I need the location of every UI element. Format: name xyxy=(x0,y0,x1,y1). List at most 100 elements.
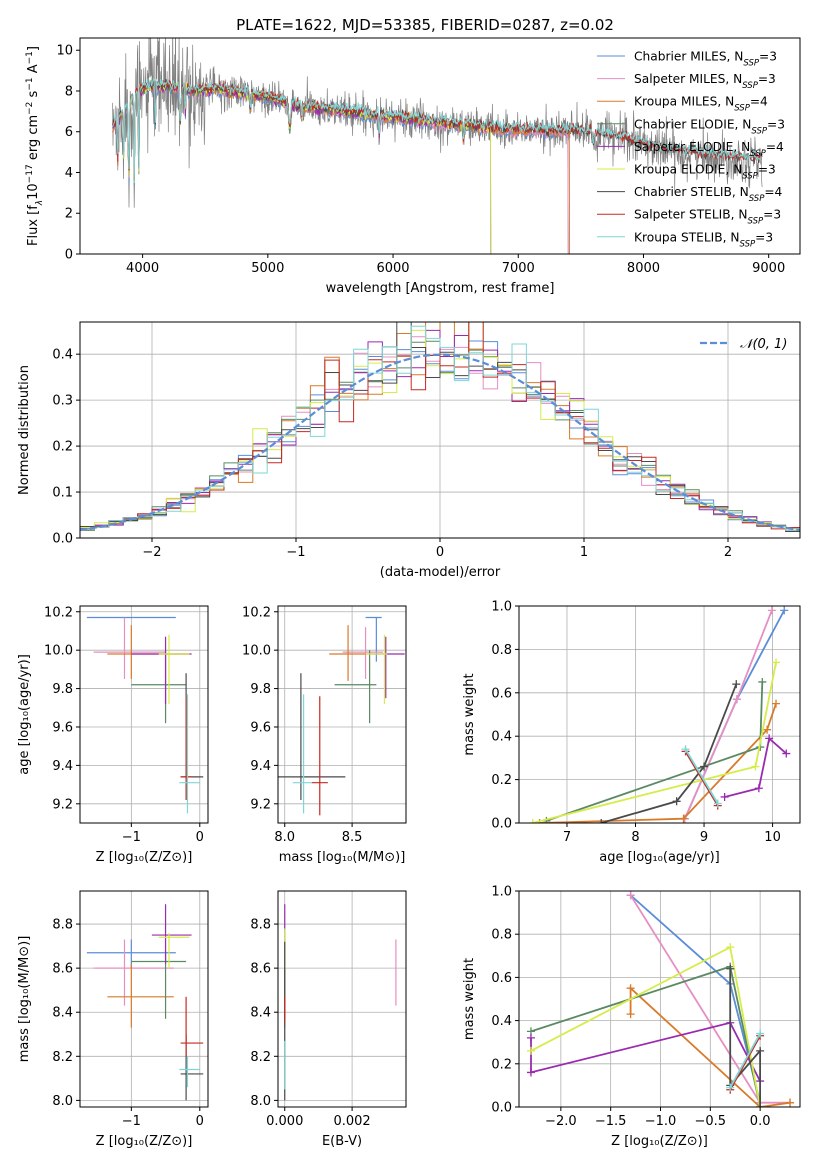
x-tick-label: −2 xyxy=(142,545,161,560)
axes-frame xyxy=(518,890,801,1108)
x-axis-label: Z [log₁₀(Z/Z⊙)] xyxy=(611,1134,708,1149)
point-chabrier-miles xyxy=(86,939,176,969)
y-axis-label-part: −2 xyxy=(25,102,35,115)
x-tick-label: 8000 xyxy=(627,261,660,276)
y-tick-label: 0.0 xyxy=(491,1101,512,1116)
legend-label-sub: SSP xyxy=(734,104,750,114)
figure-title: PLATE=1622, MJD=53385, FIBERID=0287, z=0… xyxy=(236,16,614,34)
series-line xyxy=(530,1021,761,1082)
y-tick-label: 8.4 xyxy=(52,1006,73,1021)
point-marker xyxy=(726,964,735,973)
x-axis-label: Z [log₁₀(Z/Z⊙)] xyxy=(96,850,193,865)
y-tick-label: 1.0 xyxy=(491,600,512,615)
x-tick-label: 6000 xyxy=(376,261,409,276)
legend-label-kroupa-elodie: Kroupa ELODIE, NSSP=3 xyxy=(634,163,776,182)
legend-label-text: Kroupa MILES, N xyxy=(634,95,734,109)
point-marker xyxy=(765,734,774,743)
legend-label-rest: =3 xyxy=(755,230,773,244)
point-marker xyxy=(679,814,688,823)
normal-curve xyxy=(80,353,800,531)
legend-label-text: Chabrier MILES, N xyxy=(634,50,743,64)
x-tick-label: −1 xyxy=(122,1114,141,1129)
y-tick-label: 0.8 xyxy=(491,643,512,658)
legend-label-text: Chabrier STELIB, N xyxy=(634,185,749,199)
y-tick-label: 9.2 xyxy=(52,797,73,812)
legend-label-rest: =3 xyxy=(767,117,785,131)
x-tick-label: 8.0 xyxy=(274,830,295,845)
y-tick-label: 8.4 xyxy=(250,1006,271,1021)
y-axis-label-part: Flux [f xyxy=(26,205,41,246)
point-marker xyxy=(526,1033,535,1042)
point-marker xyxy=(758,677,767,686)
panels: 4000 5000 6000 7000 8000 90000246810wavelengt… xyxy=(17,37,801,1149)
y-tick-label: 0.2 xyxy=(491,1057,512,1072)
point-kroupa-stelib xyxy=(292,694,312,814)
plot-area xyxy=(528,606,791,823)
legend-label-text: Salpeter ELODIE, N xyxy=(634,140,750,154)
legend-label-sub: SSP xyxy=(750,149,766,159)
legend-label-salpeter-stelib: Salpeter STELIB, NSSP=3 xyxy=(634,208,781,227)
y-tick-label: 9.6 xyxy=(250,720,271,735)
y-tick-label: 0.4 xyxy=(491,730,512,745)
grid xyxy=(278,606,406,823)
point-marker xyxy=(672,797,681,806)
x-tick-label: 8.5 xyxy=(342,830,363,845)
x-axis-label: Z [log₁₀(Z/Z⊙)] xyxy=(96,1134,193,1149)
y-tick-label: 0.6 xyxy=(491,686,512,701)
panel-mass-vs-ebv: 0.000 0.002 8.0 8.2 8.4 8.6 8.8 E(B-V) xyxy=(250,890,407,1149)
y-tick-label: 0.4 xyxy=(491,1014,512,1029)
point-kroupa-stelib xyxy=(179,694,200,814)
y-tick-label: 0.3 xyxy=(52,394,73,409)
point-kroupa-miles xyxy=(329,625,369,681)
y-axis-label-part: −1 xyxy=(25,77,35,90)
y-axis-label-part: −1 xyxy=(25,51,35,64)
series-line xyxy=(729,968,761,1107)
point-marker xyxy=(726,943,735,952)
x-tick-label: 2 xyxy=(724,545,732,560)
y-tick-label: 8.6 xyxy=(250,962,271,977)
y-axis-label-part: 10 xyxy=(26,183,41,200)
point-marker xyxy=(700,762,709,771)
y-tick-label: 0.0 xyxy=(52,532,73,547)
y-tick-label: 10.0 xyxy=(44,644,73,659)
point-marker xyxy=(756,1029,765,1038)
point-marker xyxy=(772,658,781,667)
point-kroupa-elodie xyxy=(365,634,388,704)
histogram-kroupa-stelib xyxy=(80,325,800,538)
x-tick-label: 0.0 xyxy=(750,1114,771,1129)
legend-label-chabrier-stelib: Chabrier STELIB, NSSP=4 xyxy=(634,185,783,204)
y-tick-label: 9.4 xyxy=(52,759,73,774)
y-tick-label: 10.2 xyxy=(44,605,73,620)
x-axis-label: mass [log₁₀(M/M⊙)] xyxy=(279,850,406,865)
legend-label-text: Kroupa STELIB, N xyxy=(634,230,740,244)
point-marker xyxy=(626,984,635,993)
x-axis-label: E(B-V) xyxy=(322,1134,362,1149)
series-line xyxy=(729,1035,761,1091)
legend-label-sub: SSP xyxy=(749,194,765,204)
legend-label-rest: =4 xyxy=(766,140,784,154)
point-marker xyxy=(626,891,635,900)
y-axis-label-part: s xyxy=(26,90,41,101)
point-salpeter-elodie xyxy=(151,904,192,964)
legend-label-rest: =3 xyxy=(763,208,781,222)
y-axis-label-part: ] xyxy=(26,46,41,51)
point-kroupa-elodie xyxy=(158,932,190,969)
panel-mass-weight-vs-Z: −2.0 −1.5 −1.0 −0.5 0.0 0.0 0.2 0.4 0.6 0.8 1.0 Z [… xyxy=(462,885,801,1149)
axes-frame xyxy=(79,890,209,1108)
point-marker xyxy=(756,1103,765,1107)
point-salpeter-miles xyxy=(93,939,174,1006)
point-marker xyxy=(720,792,729,801)
y-tick-label: 8.2 xyxy=(52,1050,73,1065)
legend-label-sub: SSP xyxy=(743,59,759,69)
legend-label-sub: SSP xyxy=(740,239,756,249)
y-axis-label-part: −17 xyxy=(25,164,35,183)
point-salpeter-miles xyxy=(93,617,166,679)
plot-area xyxy=(526,891,795,1107)
point-marker xyxy=(681,745,690,754)
plot-area xyxy=(112,38,763,254)
legend-label-text: Chabrier ELODIE, N xyxy=(634,117,751,131)
y-tick-label: 0.0 xyxy=(491,817,512,832)
point-marker xyxy=(626,1010,635,1019)
y-tick-label: 8 xyxy=(65,84,73,99)
legend-label-salpeter-elodie: Salpeter ELODIE, NSSP=4 xyxy=(634,140,784,159)
